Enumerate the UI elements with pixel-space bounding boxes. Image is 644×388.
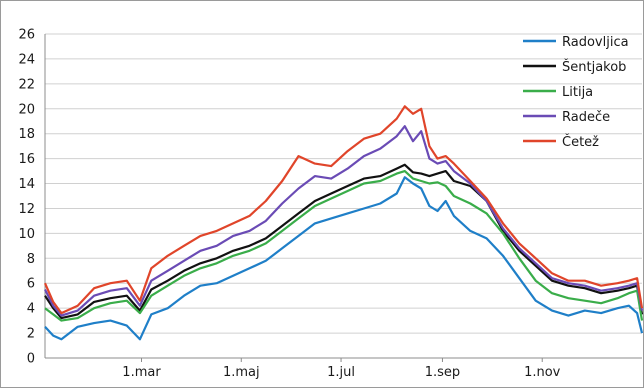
y-tick-label: 12 xyxy=(18,202,35,217)
y-tick-label: 22 xyxy=(18,77,35,92)
y-tick-label: 14 xyxy=(18,177,35,192)
x-tick-label: 1.maj xyxy=(223,365,260,380)
y-tick-label: 24 xyxy=(18,52,35,67)
y-tick-label: 20 xyxy=(18,102,35,117)
legend-label: Šentjakob xyxy=(562,59,626,75)
y-tick-label: 8 xyxy=(27,252,35,267)
series-line-2 xyxy=(44,163,643,320)
legend-label: Radovljica xyxy=(562,35,629,50)
y-tick-label: 16 xyxy=(18,152,35,167)
y-tick-label: 18 xyxy=(18,127,35,142)
series-line-1 xyxy=(44,176,643,341)
legend-label: Četež xyxy=(562,134,599,150)
legend-label: Radeče xyxy=(562,110,610,125)
series-line-3 xyxy=(44,170,643,322)
y-tick-label: 4 xyxy=(27,302,35,317)
series-line-5 xyxy=(43,105,643,315)
series-line-4 xyxy=(44,125,643,317)
y-tick-label: 0 xyxy=(27,352,35,367)
x-tick-label: 1.mar xyxy=(122,365,161,380)
legend-label: Litija xyxy=(562,85,593,100)
x-tick-label: 1.jul xyxy=(327,365,355,380)
y-tick-label: 26 xyxy=(18,28,35,43)
x-tick-label: 1.nov xyxy=(524,365,561,380)
x-tick-label: 1.sep xyxy=(425,365,460,380)
y-tick-label: 6 xyxy=(27,277,35,292)
y-tick-label: 10 xyxy=(18,227,35,242)
y-tick-label: 2 xyxy=(27,327,35,342)
